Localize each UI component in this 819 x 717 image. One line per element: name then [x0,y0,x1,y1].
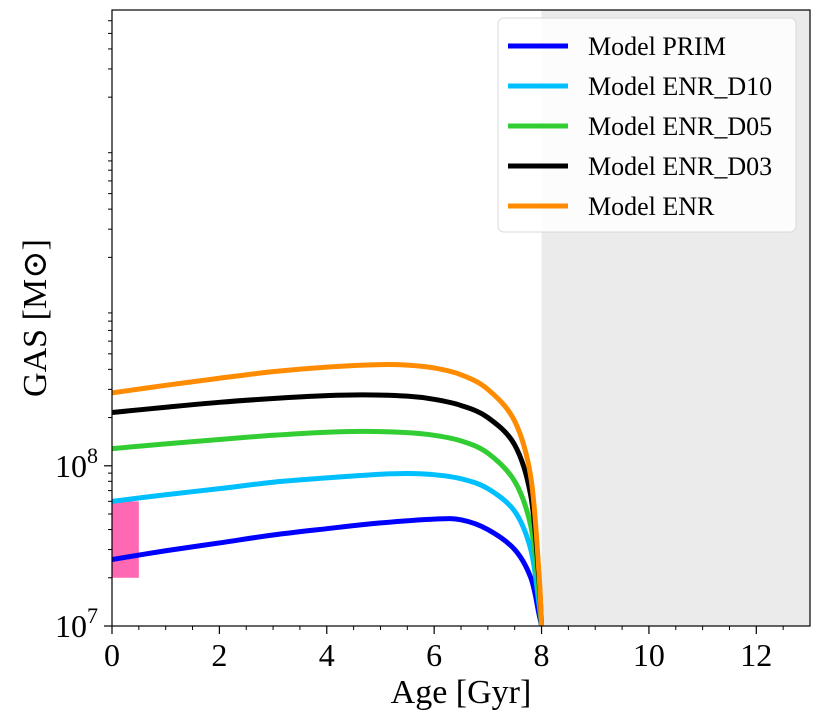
x-tick-label: 6 [426,637,442,673]
legend-label: Model ENR_D10 [588,72,772,101]
legend-label: Model PRIM [588,32,726,61]
legend-label: Model ENR [588,192,715,221]
series-layer [112,361,545,626]
x-tick-label: 4 [319,637,335,673]
series-line-model-enr-d05 [112,428,545,626]
series-line-model-enr [112,361,545,626]
series-line-model-enr-d10 [112,470,545,626]
series-line-model-enr-d03 [112,392,545,626]
x-tick-label: 2 [211,637,227,673]
x-tick-label: 0 [104,637,120,673]
x-tick-label: 8 [534,637,550,673]
y-tick-label: 108 [55,443,98,484]
legend-label: Model ENR_D03 [588,152,772,181]
x-tick-label: 12 [740,637,772,673]
legend-label: Model ENR_D05 [588,112,772,141]
y-axis-label-group: GAS [M⊙] [17,239,54,397]
y-tick-label: 107 [55,603,98,644]
plot-frame [111,9,811,627]
legend-box [497,17,797,233]
series-line-model-prim [112,516,544,626]
observed-range-bar [112,501,139,578]
x-axis-label: Age [Gyr] [391,674,532,711]
x-tick-label: 10 [633,637,665,673]
legend: Model PRIM Model ENR_D10 Model ENR_D05 Mode… [497,17,797,233]
y-axis-label: GAS [M⊙] [17,239,54,397]
ticks-layer: 0 2 4 6 8 10 12 107 108 [55,20,784,673]
